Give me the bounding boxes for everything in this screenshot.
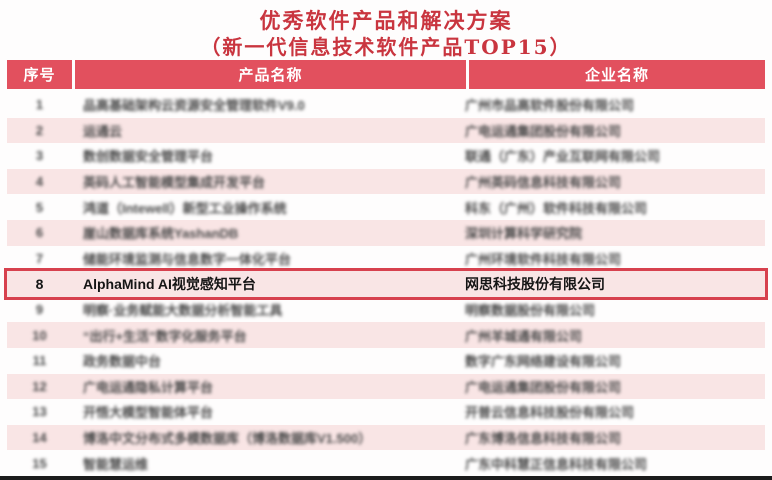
bottom-bar (0, 476, 772, 480)
product-name-cell: 运通云 (83, 123, 123, 139)
company-name-cell: 联通（广东）产业互联网有限公司 (465, 149, 661, 165)
company-name-cell: 广州市品高软件股份有限公司 (465, 98, 635, 114)
product-name-cell: 开悟大模型智能体平台 (83, 405, 214, 421)
company-name-cell: 深圳计算科学研究院 (465, 226, 583, 242)
product-name-cell: 明察·业务赋能大数据分析智能工具 (83, 303, 283, 319)
table-row: 9 明察·业务赋能大数据分析智能工具 明察数据股份有限公司 (7, 297, 765, 323)
row-index-cell: 6 (35, 225, 44, 241)
table-row: 3 数创数据安全管理平台 联通（广东）产业互联网有限公司 (7, 143, 765, 169)
table-row: 5 鸿道（Intewell）新型工业操作系统 科东（广州）软件科技有限公司 (7, 194, 765, 220)
header-cell-index: 序号 (7, 60, 72, 89)
table-row: 11 政务数据中台 数字广东网络建设有限公司 (7, 348, 765, 374)
product-name-cell: AlphaMind AI视觉感知平台 (83, 275, 256, 292)
table-row: 13 开悟大模型智能体平台 开普云信息科技股份有限公司 (7, 399, 765, 425)
row-index-cell: 9 (35, 302, 44, 318)
product-name-cell: 崖山数据库系统YashanDB (83, 226, 239, 242)
header-cell-product: 产品名称 (75, 60, 466, 89)
table-row: 2 运通云 广电运通集团股份有限公司 (7, 117, 765, 144)
company-name-cell: 网思科技股份有限公司 (465, 275, 605, 292)
product-name-cell: 博洛中文分布式多模数据库（博洛数据库V1.500） (83, 431, 372, 447)
ranking-table: 序号 产品名称 企业名称 1 品高基础架构云资源安全管理软件V9.0 广州市品高软件… (4, 60, 768, 476)
table-row: 12 广电运通隐私计算平台 广电运通集团股份有限公司 (7, 373, 765, 400)
page-subtitle: （新一代信息技术软件产品TOP15） (200, 35, 572, 59)
product-name-cell: “出行+生活”数字化服务平台 (83, 328, 247, 344)
row-index-cell: 13 (32, 404, 47, 420)
table-row: 14 博洛中文分布式多模数据库（博洛数据库V1.500） 广东博洛信息科技有限公司 (7, 424, 765, 451)
product-name-cell: 政务数据中台 (83, 354, 162, 370)
company-name-cell: 广东中科慧正信息科技有限公司 (465, 456, 648, 472)
company-name-cell: 广州羊城通有限公司 (465, 328, 583, 344)
row-index-cell: 3 (35, 148, 44, 164)
product-name-cell: 品高基础架构云资源安全管理软件V9.0 (83, 98, 305, 114)
product-name-cell: 鸿道（Intewell）新型工业操作系统 (83, 200, 287, 216)
company-name-cell: 广电运通集团股份有限公司 (465, 379, 622, 395)
table-row: 4 英码人工智能模型集成开发平台 广州英码信息科技有限公司 (7, 168, 765, 195)
product-name-cell: 智能慧运维 (83, 456, 149, 472)
table-row: 15 智能慧运维 广东中科慧正信息科技有限公司 (7, 450, 765, 476)
row-index-cell: 2 (35, 122, 44, 138)
row-index-cell: 12 (32, 378, 47, 394)
company-name-cell: 开普云信息科技股份有限公司 (465, 405, 635, 421)
table-row: 7 储能环境监测与信息数字一体化平台 广州环境软件科技有限公司 (7, 246, 765, 272)
row-index-cell: 4 (35, 174, 44, 190)
row-index-cell: 7 (35, 250, 44, 266)
table-body: 1 品高基础架构云资源安全管理软件V9.0 广州市品高软件股份有限公司 2 运通云 广电运… (4, 92, 768, 476)
company-name-cell: 广东博洛信息科技有限公司 (465, 431, 622, 447)
row-index-cell: 15 (32, 455, 47, 471)
product-name-cell: 广电运通隐私计算平台 (83, 379, 214, 395)
product-name-cell: 英码人工智能模型集成开发平台 (83, 175, 266, 191)
row-index-cell: 14 (32, 430, 47, 446)
company-name-cell: 广州环境软件科技有限公司 (465, 251, 622, 267)
company-name-cell: 明察数据股份有限公司 (465, 303, 596, 319)
product-name-cell: 储能环境监测与信息数字一体化平台 (83, 251, 292, 267)
product-name-cell: 数创数据安全管理平台 (83, 149, 214, 165)
table-row: 6 崖山数据库系统YashanDB 深圳计算科学研究院 (7, 219, 765, 246)
page-title: 优秀软件产品和解决方案 (259, 8, 513, 33)
table-row: 1 品高基础架构云资源安全管理软件V9.0 广州市品高软件股份有限公司 (7, 92, 765, 118)
row-index-cell: 11 (32, 353, 47, 369)
table-header-row: 序号 产品名称 企业名称 (7, 60, 765, 89)
row-index-cell: 5 (35, 199, 44, 215)
company-name-cell: 广州英码信息科技有限公司 (465, 175, 622, 191)
row-index-cell: 1 (35, 97, 44, 113)
table-row: 10 “出行+生活”数字化服务平台 广州羊城通有限公司 (7, 322, 765, 348)
row-index-cell: 10 (32, 327, 47, 343)
company-name-cell: 科东（广州）软件科技有限公司 (465, 200, 648, 216)
row-index-cell: 8 (35, 275, 44, 292)
table-row-highlighted: 8 AlphaMind AI视觉感知平台 网思科技股份有限公司 (4, 268, 768, 300)
header-cell-company: 企业名称 (469, 60, 765, 89)
company-name-cell: 数字广东网络建设有限公司 (465, 354, 622, 370)
company-name-cell: 广电运通集团股份有限公司 (465, 123, 622, 139)
